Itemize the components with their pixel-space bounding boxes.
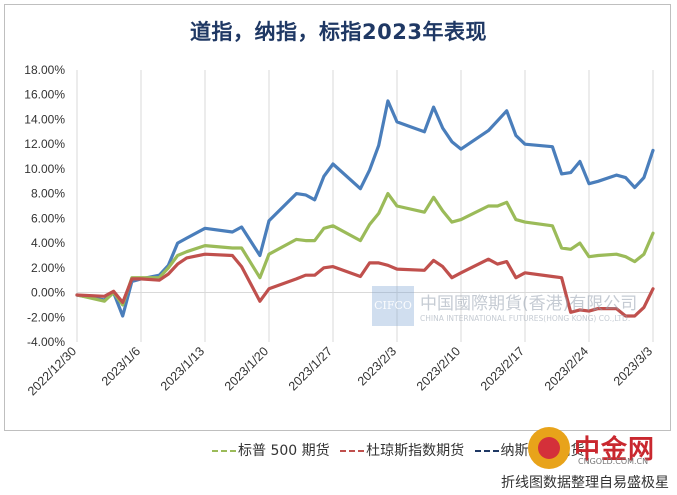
legend-item-dow: 杜琼斯指数期货: [340, 440, 464, 460]
y-tick-label: 18.00%: [24, 63, 65, 77]
watermark-company: 中国國際期貨(香港)有限公司: [420, 294, 638, 314]
series-line-0: [75, 99, 655, 318]
cifco-logo: CIFCO: [372, 286, 414, 326]
brand-url: CNGOLD.COM.CN: [578, 457, 649, 466]
legend-swatch-dow: [340, 450, 365, 452]
x-tick-label: 2023/1/20: [222, 344, 271, 393]
chart-frame: [4, 4, 671, 431]
x-tick-label: 2023/1/6: [99, 344, 143, 388]
x-tick-label: 2023/2/24: [542, 344, 591, 393]
brand-name: 中金网: [574, 435, 656, 465]
y-tick-label: -4.00%: [27, 335, 65, 349]
y-tick-label: 16.00%: [24, 88, 65, 102]
x-tick-label: 2023/1/13: [158, 344, 207, 393]
legend-swatch-nasdaq: [474, 450, 499, 452]
chart-title: 道指，纳指，标指2023年表现: [190, 20, 487, 44]
series-lines: [75, 99, 655, 318]
y-tick-label: 14.00%: [24, 112, 65, 126]
legend-swatch-sp500: [212, 450, 236, 452]
y-tick-label: 8.00%: [31, 187, 65, 201]
x-tick-label: 2023/2/3: [355, 344, 399, 388]
series-line-2: [75, 252, 655, 318]
x-tick-label: 2023/2/17: [478, 344, 527, 393]
y-tick-label: 4.00%: [31, 236, 65, 250]
brand-icon: [528, 427, 570, 469]
x-tick-label: 2023/3/3: [611, 344, 655, 388]
x-tick-label: 2022/12/30: [25, 344, 79, 398]
y-tick-label: 2.00%: [31, 261, 65, 275]
y-tick-label: 0.00%: [31, 286, 65, 300]
x-axis-ticks: 2022/12/30 2023/1/6 2023/1/13 2023/1/20 2023…: [25, 344, 655, 398]
y-tick-label: -2.00%: [27, 310, 65, 324]
x-tick-label: 2023/2/10: [414, 344, 463, 393]
y-tick-label: 6.00%: [31, 211, 65, 225]
legend-label-dow: 杜琼斯指数期货: [366, 443, 465, 459]
y-tick-label: 12.00%: [24, 137, 65, 151]
legend-label-sp500: 标普 500 期货: [238, 443, 330, 459]
series-line-1: [75, 192, 655, 307]
source-note: 折线图数据整理自易盛极星: [501, 475, 669, 491]
legend-item-sp500: 标普 500 期货: [212, 440, 330, 460]
x-tick-label: 2023/1/27: [286, 344, 335, 393]
watermark-company-en: CHINA INTERNATIONAL FUTURES(HONG KONG) C…: [420, 314, 631, 323]
y-tick-label: 10.00%: [24, 162, 65, 176]
y-axis-ticks: -4.00% -2.00% 0.00% 2.00% 4.00% 6.00% 8.00% 10.…: [24, 63, 65, 349]
brand-logo: 中金网 CNGOLD.COM.CN: [528, 427, 668, 471]
